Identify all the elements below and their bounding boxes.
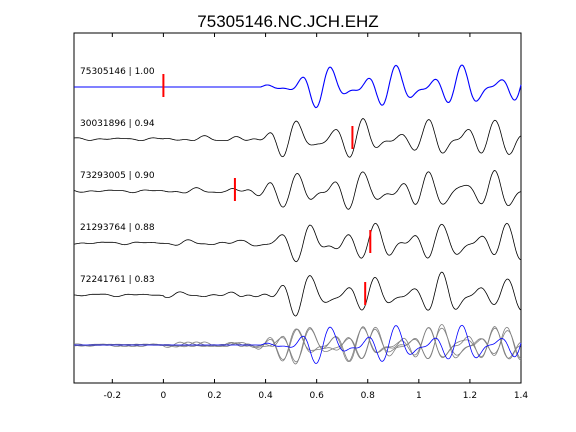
trace-line — [73, 222, 522, 263]
x-tick-label: 0.4 — [258, 391, 273, 401]
x-tick-label: -0.2 — [104, 391, 122, 401]
x-tick-label: 0 — [161, 391, 167, 401]
trace-line — [73, 170, 522, 210]
trace-line — [74, 64, 522, 109]
x-tick-label: 1.4 — [514, 391, 529, 401]
trace-label: 73293005 | 0.90 — [80, 171, 155, 181]
x-tick-label: 1 — [416, 391, 422, 401]
trace-label: 21293764 | 0.88 — [80, 223, 155, 233]
traces-group: 75305146 | 1.00 30031896 | 0.94 73293005 |… — [73, 64, 522, 317]
x-axis: -0.2 0 0.2 0.4 0.6 0.8 1 1.2 1.4 — [104, 33, 529, 401]
chart-title: 75305146.NC.JCH.EHZ — [197, 12, 378, 31]
overlay-line — [74, 324, 522, 364]
x-tick-label: 0.2 — [207, 391, 221, 401]
trace-line — [74, 271, 522, 317]
plot-frame — [73, 32, 522, 384]
x-tick-label: 1.2 — [463, 391, 477, 401]
trace-line — [73, 118, 522, 158]
x-tick-label: 0.8 — [361, 391, 376, 401]
trace-label: 72241761 | 0.83 — [80, 275, 155, 285]
overlay-line — [74, 323, 522, 365]
trace-label: 75305146 | 1.00 — [80, 67, 155, 77]
trace-label: 30031896 | 0.94 — [80, 119, 155, 129]
x-tick-label: 0.6 — [309, 391, 324, 401]
overlay-stack — [73, 323, 522, 365]
